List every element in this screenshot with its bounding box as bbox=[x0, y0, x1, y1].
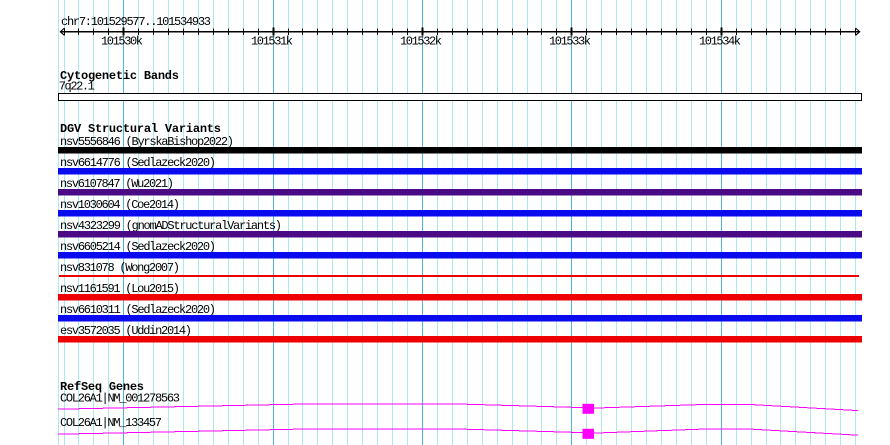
svg-text:nsv1030604 (Coe2014): nsv1030604 (Coe2014) bbox=[60, 198, 180, 212]
svg-text:7q22.1: 7q22.1 bbox=[59, 80, 95, 94]
svg-text:RefSeq Genes: RefSeq Genes bbox=[60, 380, 144, 394]
svg-text:COL26A1|NM_001278563: COL26A1|NM_001278563 bbox=[60, 392, 180, 406]
svg-text:chr7:101529577..101534933: chr7:101529577..101534933 bbox=[61, 15, 211, 29]
svg-text:nsv6107847 (Wu2021): nsv6107847 (Wu2021) bbox=[60, 177, 174, 191]
svg-text:nsv6614776 (Sedlazeck2020): nsv6614776 (Sedlazeck2020) bbox=[60, 156, 216, 170]
svg-text:nsv1161591 (Lou2015): nsv1161591 (Lou2015) bbox=[60, 282, 180, 296]
svg-text:DGV Structural Variants: DGV Structural Variants bbox=[60, 122, 221, 136]
svg-text:COL26A1|NM_133457: COL26A1|NM_133457 bbox=[60, 416, 162, 430]
svg-text:esv3572035 (Uddin2014): esv3572035 (Uddin2014) bbox=[60, 324, 192, 338]
svg-text:nsv5556846 (ByrskaBishop2022): nsv5556846 (ByrskaBishop2022) bbox=[60, 135, 234, 149]
svg-text:nsv6605214 (Sedlazeck2020): nsv6605214 (Sedlazeck2020) bbox=[60, 240, 216, 254]
svg-text:nsv831078 (Wong2007): nsv831078 (Wong2007) bbox=[60, 261, 180, 275]
svg-text:101532k: 101532k bbox=[400, 35, 442, 49]
svg-text:101533k: 101533k bbox=[549, 35, 591, 49]
svg-text:nsv4323299 (gnomADStructuralVa: nsv4323299 (gnomADStructuralVariants) bbox=[60, 219, 282, 233]
svg-text:nsv6610311 (Sedlazeck2020): nsv6610311 (Sedlazeck2020) bbox=[60, 303, 216, 317]
svg-text:101531k: 101531k bbox=[251, 35, 293, 49]
svg-text:Cytogenetic Bands: Cytogenetic Bands bbox=[60, 69, 179, 83]
svg-text:101534k: 101534k bbox=[699, 35, 741, 49]
svg-text:101530k: 101530k bbox=[101, 35, 143, 49]
